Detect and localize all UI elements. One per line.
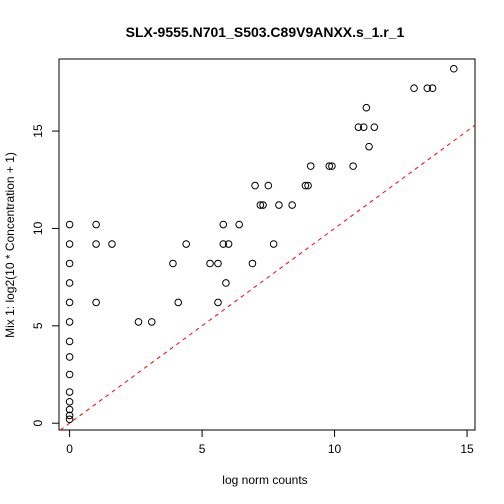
data-point bbox=[65, 240, 74, 248]
data-point bbox=[65, 405, 74, 414]
data-point bbox=[134, 318, 143, 326]
data-point bbox=[65, 220, 74, 229]
data-point bbox=[256, 201, 265, 209]
data-point bbox=[65, 337, 74, 346]
y-tick-label: 5 bbox=[31, 322, 45, 329]
data-point bbox=[362, 103, 371, 112]
data-point bbox=[65, 353, 74, 361]
data-point bbox=[275, 201, 283, 209]
data-point bbox=[306, 162, 315, 170]
data-point bbox=[450, 64, 458, 73]
data-point bbox=[269, 240, 278, 248]
data-point bbox=[108, 240, 116, 248]
data-point bbox=[325, 162, 334, 170]
x-tick-label: 15 bbox=[460, 442, 474, 456]
y-tick-label: 0 bbox=[31, 420, 45, 427]
data-point bbox=[264, 181, 273, 190]
x-tick-label: 5 bbox=[199, 442, 206, 456]
data-point bbox=[65, 318, 74, 326]
chart-title: SLX-9555.N701_S503.C89V9ANXX.s_1.r_1 bbox=[126, 24, 405, 40]
data-point bbox=[65, 279, 74, 287]
data-point bbox=[288, 201, 296, 209]
data-point bbox=[301, 181, 310, 190]
data-point bbox=[182, 240, 190, 248]
data-point bbox=[92, 240, 100, 248]
y-axis: 0 5 10 15 bbox=[31, 124, 59, 427]
reference-line-layer bbox=[60, 124, 476, 431]
points-layer bbox=[65, 64, 458, 424]
y-tick-label: 15 bbox=[31, 124, 45, 138]
data-point bbox=[354, 123, 363, 131]
data-point bbox=[65, 388, 74, 396]
data-point bbox=[92, 298, 100, 307]
data-point bbox=[65, 259, 74, 268]
x-tick-label: 0 bbox=[66, 442, 73, 456]
plot-frame bbox=[58, 58, 476, 431]
data-point bbox=[206, 259, 214, 268]
x-tick-label: 10 bbox=[328, 442, 342, 456]
data-point bbox=[328, 162, 336, 170]
data-point bbox=[365, 142, 373, 151]
x-axis: 0 5 10 15 bbox=[66, 430, 474, 456]
data-point bbox=[224, 240, 233, 248]
data-point bbox=[235, 220, 243, 229]
data-point bbox=[219, 240, 228, 248]
data-point bbox=[92, 220, 100, 229]
data-point bbox=[428, 84, 437, 93]
data-point bbox=[370, 123, 379, 131]
data-point bbox=[423, 84, 432, 93]
data-point bbox=[214, 298, 222, 307]
data-point bbox=[65, 415, 74, 424]
data-point bbox=[65, 411, 74, 420]
data-point bbox=[349, 162, 357, 170]
data-point bbox=[359, 123, 368, 131]
y-axis-label: Mix 1: log2(10 * Concentration + 1) bbox=[3, 152, 17, 338]
data-point bbox=[219, 220, 228, 229]
reference-line bbox=[60, 124, 476, 431]
data-point bbox=[147, 318, 156, 326]
data-point bbox=[259, 201, 267, 209]
data-point bbox=[214, 259, 222, 268]
data-point bbox=[251, 181, 259, 190]
data-point bbox=[304, 181, 312, 190]
data-point bbox=[169, 259, 177, 268]
x-axis-label: log norm counts bbox=[222, 473, 307, 487]
data-point bbox=[174, 298, 183, 307]
y-tick-label: 10 bbox=[31, 221, 45, 235]
data-point bbox=[410, 84, 418, 93]
data-point bbox=[65, 370, 74, 379]
data-point bbox=[248, 259, 257, 268]
data-point bbox=[222, 279, 230, 287]
data-point bbox=[65, 298, 74, 307]
data-point bbox=[65, 397, 74, 406]
